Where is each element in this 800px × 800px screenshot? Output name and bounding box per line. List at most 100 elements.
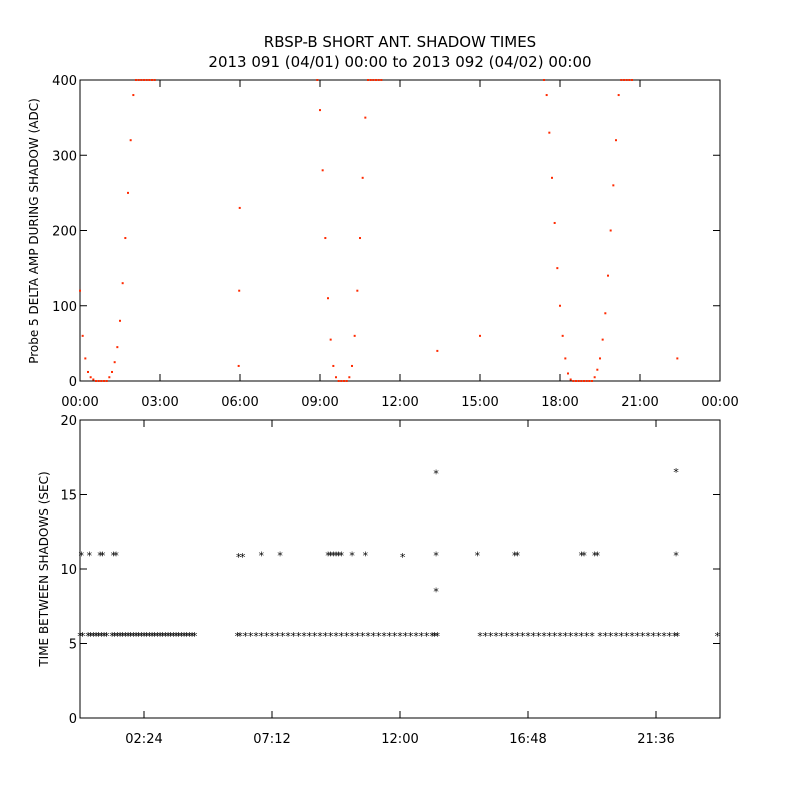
shadow-data-point [615, 139, 617, 142]
shadow-data-point [143, 79, 145, 81]
shadow-data-point [631, 79, 633, 81]
gap-data-point: * [333, 550, 340, 563]
shadow-data-point [119, 319, 121, 322]
gap-data-point: * [295, 630, 302, 643]
gap-data-point: * [133, 630, 140, 643]
gap-data-point: * [511, 550, 518, 563]
top-x-tick-label: 00:00 [61, 395, 98, 410]
shadow-data-point [124, 237, 127, 240]
figure-title-line1: RBSP-B SHORT ANT. SHADOW TIMES [264, 33, 536, 51]
gap-data-point: * [290, 630, 297, 643]
bottom-x-tick-label: 02:24 [125, 732, 162, 747]
shadow-data-point [238, 289, 241, 292]
gap-data-point: * [143, 630, 150, 643]
gap-data-point: * [157, 630, 164, 643]
top-panel-delta-amp: Probe 5 DELTA AMP DURING SHADOW (ADC) 00… [27, 74, 739, 410]
shadow-data-point [132, 94, 135, 97]
gap-data-point: * [159, 630, 166, 643]
shadow-data-point [548, 131, 551, 134]
top-x-tick-label: 06:00 [221, 395, 258, 410]
shadow-data-point [127, 191, 129, 194]
bottom-y-tick-label: 20 [60, 414, 77, 429]
gap-data-point: * [423, 630, 430, 643]
gap-data-point: * [333, 630, 340, 643]
gap-data-point: * [618, 630, 625, 643]
shadow-data-point [145, 79, 148, 81]
gap-data-point: * [338, 630, 345, 643]
gap-data-point: * [434, 630, 441, 643]
gap-data-point: * [186, 630, 193, 643]
gap-data-point: * [125, 630, 132, 643]
top-x-tick-label: 09:00 [301, 395, 338, 410]
gap-data-point: * [487, 630, 494, 643]
shadow-data-point [607, 274, 609, 277]
shadow-data-point [593, 376, 596, 379]
gap-data-point: * [138, 630, 145, 643]
gap-data-point: * [433, 550, 440, 563]
shadow-data-point [84, 357, 87, 360]
bottom-y-tick-label: 15 [60, 489, 77, 504]
gap-data-point: * [141, 630, 148, 643]
shadow-data-point [237, 364, 240, 367]
top-x-tick-label: 21:00 [621, 395, 658, 410]
gap-data-point: * [306, 630, 313, 643]
gap-data-point: * [399, 551, 406, 564]
shadow-data-point [79, 289, 81, 292]
gap-data-point: * [98, 630, 105, 643]
shadow-data-point [601, 338, 604, 341]
gap-data-point: * [386, 630, 393, 643]
gap-data-point: * [578, 550, 585, 563]
gap-data-point: * [562, 630, 569, 643]
gap-data-point: * [557, 630, 564, 643]
shadow-data-point [332, 364, 335, 367]
bottom-plot-frame [79, 419, 721, 719]
bottom-x-tick-label: 21:36 [637, 732, 674, 747]
gap-data-point: * [327, 550, 334, 563]
shadow-data-point [577, 380, 580, 382]
gap-data-point: * [87, 630, 94, 643]
bottom-x-tick-label: 16:48 [509, 732, 546, 747]
gap-data-point: * [173, 630, 180, 643]
gap-data-point: * [175, 630, 182, 643]
shadow-data-point [375, 79, 377, 81]
gap-data-point: * [338, 550, 345, 563]
gap-data-point: * [122, 630, 129, 643]
shadow-data-point [599, 357, 601, 360]
shadow-data-point [580, 380, 583, 382]
gap-data-point: * [86, 550, 93, 563]
shadow-data-point [583, 380, 585, 382]
shadow-data-point [380, 79, 383, 81]
shadow-data-point [567, 372, 569, 375]
gap-data-point: * [370, 630, 377, 643]
gap-data-point: * [181, 630, 188, 643]
gap-data-point: * [114, 630, 121, 643]
gap-data-point: * [673, 550, 680, 563]
gap-data-point: * [597, 630, 604, 643]
shadow-data-point [620, 79, 623, 81]
gap-data-point: * [503, 630, 510, 643]
shadow-data-point [585, 380, 588, 382]
gap-data-point: * [146, 630, 153, 643]
gap-data-point: * [530, 630, 537, 643]
gap-data-point: * [127, 630, 134, 643]
gap-data-point: * [581, 550, 588, 563]
gap-data-point: * [191, 630, 198, 643]
shadow-data-point [353, 334, 356, 337]
gap-data-point: * [493, 630, 500, 643]
gap-data-point: * [110, 550, 117, 563]
gap-data-point: * [189, 630, 196, 643]
shadow-data-point [556, 267, 559, 270]
gap-data-point: * [151, 630, 158, 643]
bottom-y-tick-label: 10 [60, 563, 77, 578]
gap-data-point: * [623, 630, 630, 643]
shadow-data-point [100, 380, 103, 382]
gap-data-point: * [482, 630, 489, 643]
shadow-data-point [113, 361, 116, 364]
shadow-data-point [148, 79, 151, 81]
gap-data-point: * [277, 550, 284, 563]
shadow-data-point [153, 79, 156, 81]
gap-data-point: * [546, 630, 553, 643]
bottom-y-tick-label: 5 [69, 638, 77, 653]
shadow-data-point [553, 221, 556, 224]
gap-data-point: * [375, 630, 382, 643]
